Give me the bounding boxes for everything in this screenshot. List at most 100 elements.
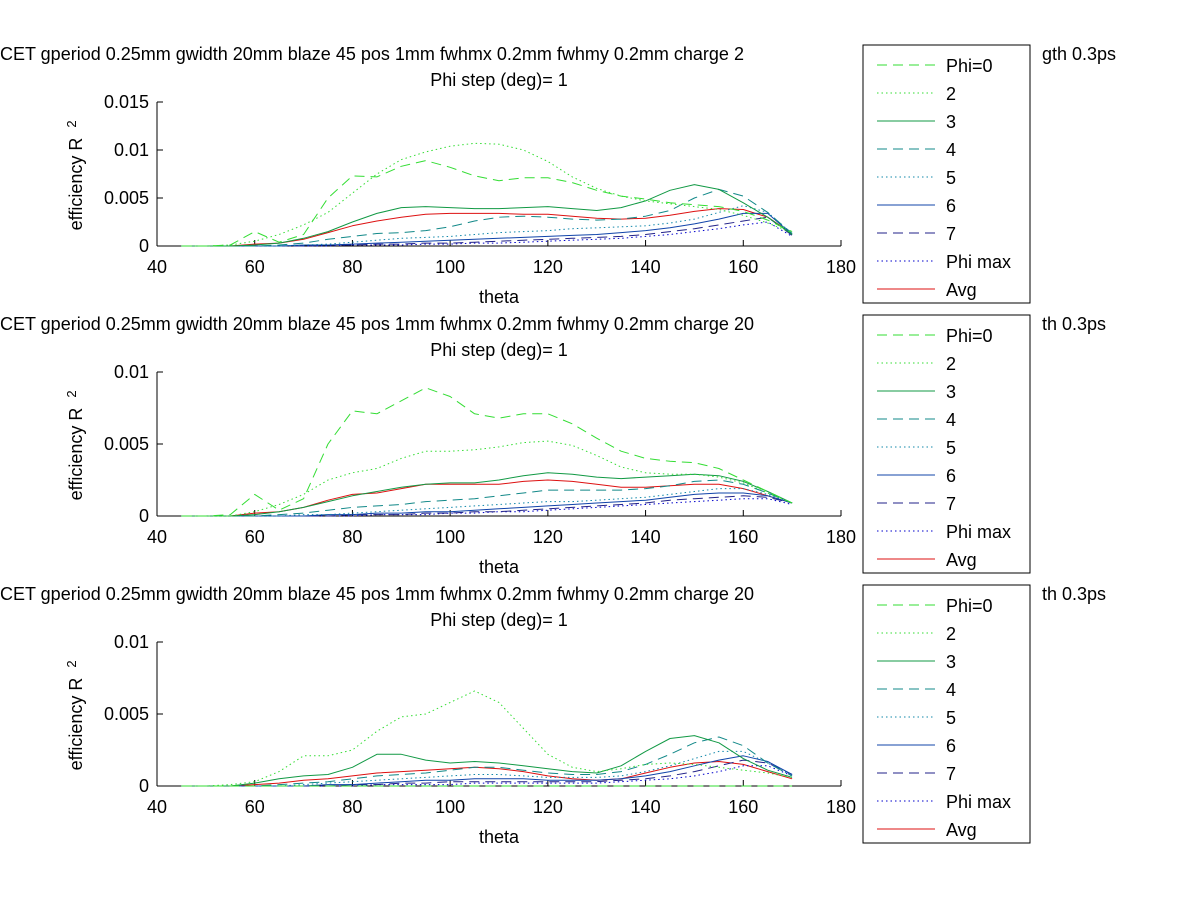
series-line-4 bbox=[181, 479, 793, 517]
legend-label: Phi=0 bbox=[946, 326, 993, 346]
legend-label: Avg bbox=[946, 820, 977, 840]
legend-label: 5 bbox=[946, 438, 956, 458]
x-axis-label: theta bbox=[479, 557, 520, 577]
series-line-5 bbox=[181, 205, 793, 247]
chart-title-tail: th 0.3ps bbox=[1042, 314, 1106, 334]
legend-label: 6 bbox=[946, 196, 956, 216]
legend-label: 6 bbox=[946, 736, 956, 756]
x-tick-label: 180 bbox=[826, 797, 856, 817]
chart-subtitle: Phi step (deg)= 1 bbox=[430, 340, 568, 360]
chart-panel-2: CET gperiod 0.25mm gwidth 20mm blaze 45 … bbox=[0, 314, 1106, 577]
legend-label: 4 bbox=[946, 410, 956, 430]
chart-title-tail: gth 0.3ps bbox=[1042, 44, 1116, 64]
legend-label: 4 bbox=[946, 680, 956, 700]
series-line-7 bbox=[181, 216, 793, 247]
legend-label: 3 bbox=[946, 382, 956, 402]
legend-label: 6 bbox=[946, 466, 956, 486]
series-line-4 bbox=[181, 736, 793, 787]
series-line-3 bbox=[181, 735, 793, 787]
y-tick-label: 0.01 bbox=[114, 632, 149, 652]
legend-label: 2 bbox=[946, 84, 956, 104]
legend-label: 4 bbox=[946, 140, 956, 160]
legend-label: Phi max bbox=[946, 792, 1011, 812]
legend-box bbox=[862, 584, 1031, 844]
series-line-3 bbox=[181, 184, 793, 247]
x-tick-label: 120 bbox=[533, 527, 563, 547]
legend-label: Phi=0 bbox=[946, 596, 993, 616]
y-tick-label: 0.005 bbox=[104, 188, 149, 208]
x-tick-label: 60 bbox=[245, 527, 265, 547]
x-axis-label: theta bbox=[479, 287, 520, 307]
x-tick-label: 120 bbox=[533, 797, 563, 817]
series-line-4 bbox=[181, 188, 793, 247]
legend-3: Phi=0 2 3 4 5 6 7 Phi max Avg bbox=[862, 584, 1031, 844]
x-tick-label: 40 bbox=[147, 257, 167, 277]
series-line-8 bbox=[181, 221, 793, 247]
chart-title: CET gperiod 0.25mm gwidth 20mm blaze 45 … bbox=[0, 44, 744, 64]
x-tick-label: 80 bbox=[342, 257, 362, 277]
y-tick-label: 0.005 bbox=[104, 434, 149, 454]
legend-label: Phi max bbox=[946, 522, 1011, 542]
y-tick-label: 0.005 bbox=[104, 704, 149, 724]
x-tick-label: 40 bbox=[147, 527, 167, 547]
x-tick-label: 40 bbox=[147, 797, 167, 817]
legend-label: 5 bbox=[946, 708, 956, 728]
chart-subtitle: Phi step (deg)= 1 bbox=[430, 610, 568, 630]
series-line-5 bbox=[181, 750, 793, 787]
x-tick-label: 100 bbox=[435, 527, 465, 547]
x-tick-label: 60 bbox=[245, 257, 265, 277]
series-line-6 bbox=[181, 492, 793, 517]
x-tick-label: 140 bbox=[631, 257, 661, 277]
series-line-5 bbox=[181, 488, 793, 517]
series-line-8 bbox=[181, 765, 793, 787]
x-tick-label: 140 bbox=[631, 797, 661, 817]
y-axis-label: efficiency R bbox=[66, 408, 86, 501]
legend-label: 2 bbox=[946, 354, 956, 374]
y-tick-label: 0.015 bbox=[104, 92, 149, 112]
chart-title: CET gperiod 0.25mm gwidth 20mm blaze 45 … bbox=[0, 314, 754, 334]
x-tick-label: 80 bbox=[342, 527, 362, 547]
x-tick-label: 180 bbox=[826, 527, 856, 547]
x-tick-label: 100 bbox=[435, 797, 465, 817]
legend-label: 7 bbox=[946, 494, 956, 514]
x-axis-label: theta bbox=[479, 827, 520, 847]
x-tick-label: 160 bbox=[728, 527, 758, 547]
x-tick-label: 180 bbox=[826, 257, 856, 277]
legend-label: 3 bbox=[946, 112, 956, 132]
series-line-9 bbox=[181, 761, 793, 787]
y-axis-label-superscript: 2 bbox=[64, 120, 79, 127]
legend-1: Phi=0 2 3 4 5 6 7 Phi max Avg bbox=[862, 44, 1031, 304]
series-line-2 bbox=[181, 440, 793, 517]
series-line-2 bbox=[181, 142, 793, 247]
x-tick-label: 60 bbox=[245, 797, 265, 817]
chart-panel-3: CET gperiod 0.25mm gwidth 20mm blaze 45 … bbox=[0, 584, 1106, 847]
y-tick-label: 0.01 bbox=[114, 140, 149, 160]
legend-label: 7 bbox=[946, 764, 956, 784]
series-line-8 bbox=[181, 498, 793, 517]
y-tick-label: 0 bbox=[139, 236, 149, 256]
series-line-1 bbox=[181, 387, 793, 517]
legend-label: Avg bbox=[946, 280, 977, 300]
legend-label: 7 bbox=[946, 224, 956, 244]
series-line-2 bbox=[181, 690, 793, 787]
series-line-1 bbox=[181, 160, 793, 247]
y-tick-label: 0 bbox=[139, 776, 149, 796]
legend-label: 5 bbox=[946, 168, 956, 188]
legend-label: Avg bbox=[946, 550, 977, 570]
y-tick-label: 0.01 bbox=[114, 362, 149, 382]
y-axis-label-superscript: 2 bbox=[64, 390, 79, 397]
legend-label: 2 bbox=[946, 624, 956, 644]
legend-label: 3 bbox=[946, 652, 956, 672]
x-tick-label: 160 bbox=[728, 797, 758, 817]
legend-2: Phi=0 2 3 4 5 6 7 Phi max Avg bbox=[862, 314, 1031, 574]
x-tick-label: 80 bbox=[342, 797, 362, 817]
legend-label: Phi=0 bbox=[946, 56, 993, 76]
legend-box bbox=[862, 44, 1031, 304]
legend-box bbox=[862, 314, 1031, 574]
chart-title-tail: th 0.3ps bbox=[1042, 584, 1106, 604]
legend-label: Phi max bbox=[946, 252, 1011, 272]
x-tick-label: 140 bbox=[631, 527, 661, 547]
y-axis-label: efficiency R bbox=[66, 138, 86, 231]
series-line-6 bbox=[181, 212, 793, 247]
